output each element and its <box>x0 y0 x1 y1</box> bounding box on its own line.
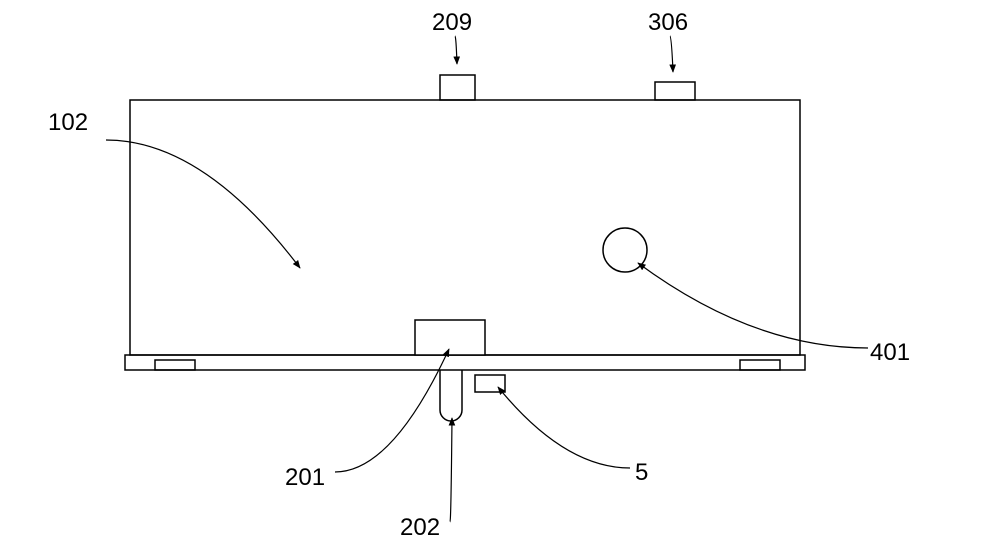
leader-5 <box>498 387 630 468</box>
shaft-202 <box>440 370 462 421</box>
label-201: 201 <box>285 464 325 491</box>
label-102: 102 <box>48 109 88 136</box>
leader-201 <box>335 349 449 472</box>
label-401: 401 <box>870 339 910 366</box>
leader-401 <box>638 263 868 348</box>
motor-201 <box>415 320 485 355</box>
foot-right-inner <box>740 360 780 370</box>
leader-102 <box>106 140 300 268</box>
label-306: 306 <box>648 9 688 36</box>
labels: 209 306 102 401 201 202 5 <box>48 9 910 541</box>
label-202: 202 <box>400 514 440 541</box>
leader-306 <box>670 36 673 72</box>
base-plate <box>125 355 805 370</box>
leader-209 <box>455 36 457 64</box>
label-209: 209 <box>432 9 472 36</box>
tab-209 <box>440 75 475 100</box>
label-5: 5 <box>635 459 648 486</box>
tab-306 <box>655 82 695 100</box>
leader-202 <box>450 418 452 522</box>
foot-left-inner <box>155 360 195 370</box>
main-body <box>130 100 800 355</box>
technical-diagram: 209 306 102 401 201 202 5 <box>0 0 1000 546</box>
